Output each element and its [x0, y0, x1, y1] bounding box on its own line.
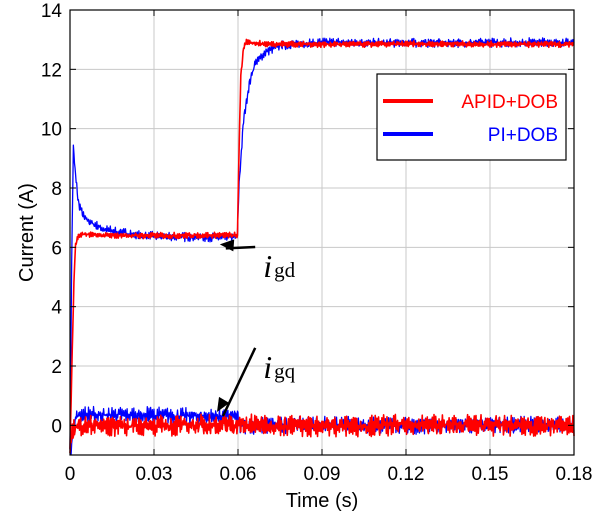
x-tick-label: 0 — [65, 464, 76, 485]
x-tick-label: 0.09 — [304, 464, 341, 485]
series-apid-dob — [69, 38, 575, 454]
x-tick-label: 0.03 — [136, 464, 173, 485]
y-tick-label: 2 — [51, 357, 62, 378]
legend-box — [376, 73, 567, 161]
legend-label: APID+DOB — [461, 92, 558, 113]
axis-ticks: 0 0.03 0.06 0.09 0.12 0.15 0.18 0 2 4 6 8 10 12 14 — [41, 1, 593, 485]
annotation-i-gd: igd — [219, 239, 296, 284]
x-tick-label: 0.12 — [388, 464, 425, 485]
annotation-label: igd — [263, 248, 295, 284]
series-line-igq — [69, 413, 575, 454]
legend-entry: PI+DOB — [383, 125, 558, 146]
y-axis-label: Current (A) — [16, 183, 38, 282]
legend-entry: APID+DOB — [383, 92, 558, 113]
legend: APID+DOB PI+DOB — [376, 73, 567, 161]
y-tick-label: 0 — [51, 416, 62, 437]
plot-series — [69, 37, 575, 456]
legend-label: PI+DOB — [488, 125, 558, 146]
annotation-arrow-head — [217, 396, 230, 412]
x-tick-label: 0.06 — [220, 464, 257, 485]
annotation-i-gq: igq — [217, 347, 296, 417]
y-tick-label: 4 — [51, 298, 62, 319]
y-tick-label: 6 — [51, 238, 62, 259]
y-tick-label: 12 — [41, 60, 62, 81]
y-tick-label: 10 — [41, 120, 62, 141]
y-tick-label: 8 — [51, 179, 62, 200]
annotation-label: igq — [263, 349, 295, 385]
x-axis-label: Time (s) — [286, 490, 359, 512]
x-tick-label: 0.18 — [556, 464, 593, 485]
series-line-igd — [69, 38, 575, 449]
annotation-arrow-line — [221, 347, 257, 417]
x-tick-label: 0.15 — [472, 464, 509, 485]
annotation-arrow-head — [219, 239, 235, 252]
annotations: igd igq — [217, 239, 296, 417]
y-tick-label: 14 — [41, 1, 63, 22]
